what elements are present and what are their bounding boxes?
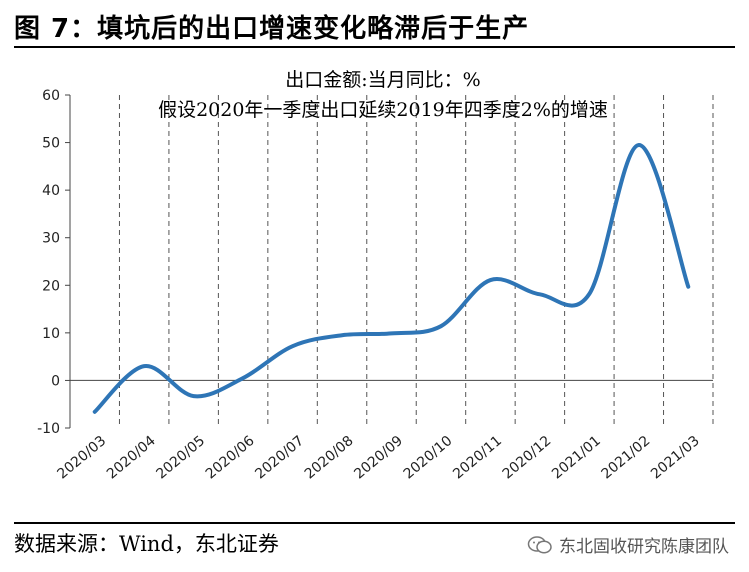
y-tick-label: -10: [37, 421, 60, 437]
x-tick-label: 2020/03: [54, 433, 109, 483]
x-tick-label: 2020/09: [351, 433, 406, 483]
x-tick-label: 2020/07: [252, 433, 307, 483]
figure-title: 图 7：填坑后的出口增速变化略滞后于生产: [14, 14, 530, 44]
x-tick-label: 2021/03: [648, 433, 703, 483]
series-line: [92, 142, 691, 414]
x-tick-label: 2020/05: [153, 433, 208, 483]
source-rule: [14, 522, 735, 524]
x-tick-label: 2020/08: [302, 433, 357, 483]
y-tick-label: 0: [51, 373, 60, 389]
y-tick-labels: 60 50 40 30 20 10 0 -10: [37, 88, 60, 437]
x-tick-label: 2021/01: [549, 433, 604, 483]
y-tick-label: 20: [42, 278, 60, 294]
watermark-text: 东北固收研究陈康团队: [559, 537, 729, 557]
x-tick-labels: 2020/032020/042020/052020/062020/072020/…: [54, 433, 702, 483]
wechat-icon: [527, 535, 552, 554]
x-tick-label: 2021/02: [599, 433, 654, 483]
y-tick-label: 10: [42, 326, 60, 342]
y-tick-label: 60: [42, 88, 60, 104]
x-tick-label: 2020/10: [401, 433, 456, 483]
series-layer: [92, 142, 691, 414]
y-tick-label: 30: [42, 231, 60, 247]
x-tick-label: 2020/06: [203, 433, 258, 483]
source-note: 数据来源：Wind，东北证券: [14, 532, 279, 556]
x-tick-label: 2020/12: [500, 433, 555, 483]
y-tick-label: 50: [42, 136, 60, 152]
x-tick-label: 2020/04: [104, 433, 159, 483]
y-tick-label: 40: [42, 183, 60, 199]
watermark: 东北固收研究陈康团队: [527, 532, 729, 557]
x-tick-label: 2020/11: [450, 433, 505, 483]
vertical-gridlines: [118, 95, 714, 428]
annotation-unit: 出口金额:当月同比：%: [285, 69, 480, 91]
annotation-assumption: 假设2020年一季度出口延续2019年四季度2%的增速: [158, 99, 608, 121]
title-rule: [14, 46, 735, 48]
axes: [65, 94, 713, 429]
